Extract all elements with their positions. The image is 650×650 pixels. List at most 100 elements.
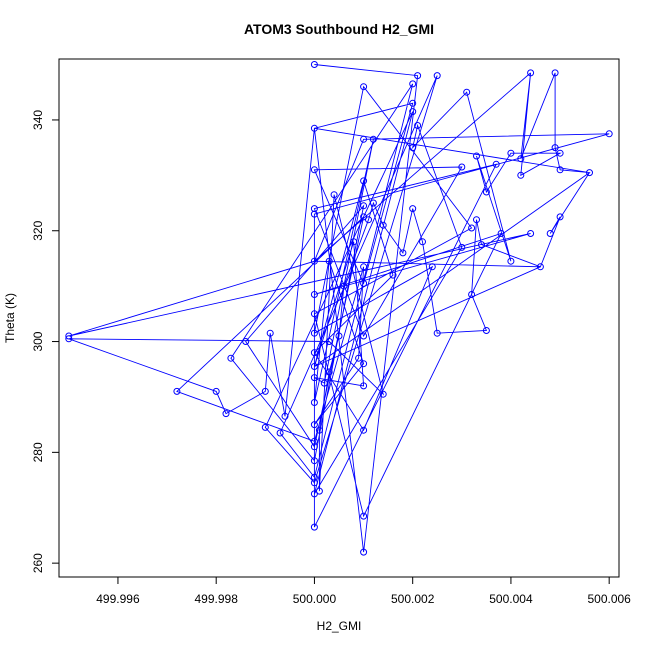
data-point: [360, 279, 368, 287]
data-point: [369, 199, 377, 207]
data-point: [222, 410, 230, 418]
data-point: [65, 332, 73, 340]
data-point: [315, 487, 323, 495]
data-point: [242, 338, 250, 345]
data-point: [360, 263, 368, 271]
data-point: [468, 224, 476, 232]
data-point: [482, 188, 490, 196]
data-point: [335, 332, 343, 340]
data-point: [517, 171, 525, 179]
data-point: [173, 387, 181, 395]
data-point: [310, 457, 318, 465]
data-point: [468, 291, 476, 298]
data-point: [360, 135, 368, 143]
data-point: [379, 390, 387, 398]
x-tick-label: 500.002: [391, 592, 435, 606]
x-tick-label: 499.998: [194, 592, 238, 606]
y-tick-label: 280: [31, 442, 45, 462]
y-tick-label: 340: [31, 110, 45, 130]
data-point: [310, 291, 318, 298]
data-layer: [65, 61, 613, 556]
data-point: [325, 338, 333, 345]
x-tick-label: 500.006: [587, 592, 631, 606]
series-line: [68, 64, 610, 553]
data-point: [325, 257, 333, 265]
data-point: [409, 80, 417, 88]
x-tick-label: 499.996: [96, 592, 140, 606]
data-point: [365, 216, 372, 224]
data-point: [473, 152, 480, 160]
data-point: [315, 426, 323, 434]
data-point: [360, 548, 368, 556]
data-point: [507, 149, 515, 157]
data-point: [310, 329, 318, 337]
y-tick-label: 300: [31, 331, 45, 351]
data-point: [310, 349, 318, 357]
data-point: [536, 263, 544, 271]
data-point: [409, 99, 417, 107]
data-point: [310, 399, 318, 406]
data-point: [310, 363, 318, 370]
data-point: [492, 160, 500, 168]
data-point: [360, 512, 368, 520]
data-point: [546, 230, 554, 237]
data-point: [409, 108, 417, 116]
data-point: [409, 205, 417, 213]
data-point: [310, 310, 318, 318]
x-tick-label: 500.004: [489, 592, 533, 606]
data-point: [369, 135, 377, 143]
data-point: [360, 332, 368, 340]
data-point: [310, 479, 318, 487]
data-point: [409, 144, 417, 152]
data-point: [310, 374, 318, 382]
data-point: [517, 155, 525, 163]
data-point: [586, 169, 593, 177]
data-point: [320, 379, 328, 387]
data-point: [261, 423, 269, 431]
y-tick-label: 320: [31, 220, 45, 240]
data-point: [310, 61, 318, 68]
data-point: [497, 230, 505, 237]
data-point: [310, 210, 318, 218]
data-point: [340, 282, 348, 290]
data-point: [428, 263, 436, 271]
data-point: [360, 202, 368, 210]
data-point: [463, 88, 471, 96]
data-point: [261, 387, 269, 395]
data-point: [310, 523, 318, 531]
data-point: [310, 257, 318, 265]
x-axis-label: H2_GMI: [317, 619, 362, 633]
data-point: [212, 387, 220, 395]
data-point: [458, 163, 466, 171]
data-point: [360, 83, 368, 91]
data-point: [556, 166, 564, 174]
data-point: [330, 191, 338, 199]
y-axis-label: Theta (K): [3, 293, 17, 343]
data-point: [360, 382, 368, 390]
data-point: [551, 144, 559, 152]
data-point: [527, 230, 535, 237]
data-point: [389, 271, 397, 279]
data-point: [482, 327, 490, 334]
data-point: [414, 72, 422, 80]
data-point: [355, 354, 363, 362]
x-axis: 499.996 499.998 500.000 500.002 500.004 500.0…: [96, 576, 631, 606]
y-tick-label: 260: [31, 553, 45, 573]
y-axis: 260 280 300 320 340: [31, 110, 60, 573]
data-point: [266, 329, 274, 337]
data-point: [458, 243, 466, 251]
data-point: [360, 360, 368, 368]
data-point: [473, 216, 480, 224]
data-point: [556, 149, 564, 157]
data-point: [65, 335, 73, 343]
data-point: [227, 354, 235, 362]
data-point: [433, 72, 441, 80]
data-point: [350, 238, 358, 246]
data-point: [310, 421, 318, 429]
data-point: [379, 221, 387, 229]
data-point: [310, 443, 318, 451]
chart-title: ATOM3 Southbound H2_GMI: [244, 21, 434, 37]
data-point: [325, 368, 333, 376]
data-point: [527, 69, 535, 77]
